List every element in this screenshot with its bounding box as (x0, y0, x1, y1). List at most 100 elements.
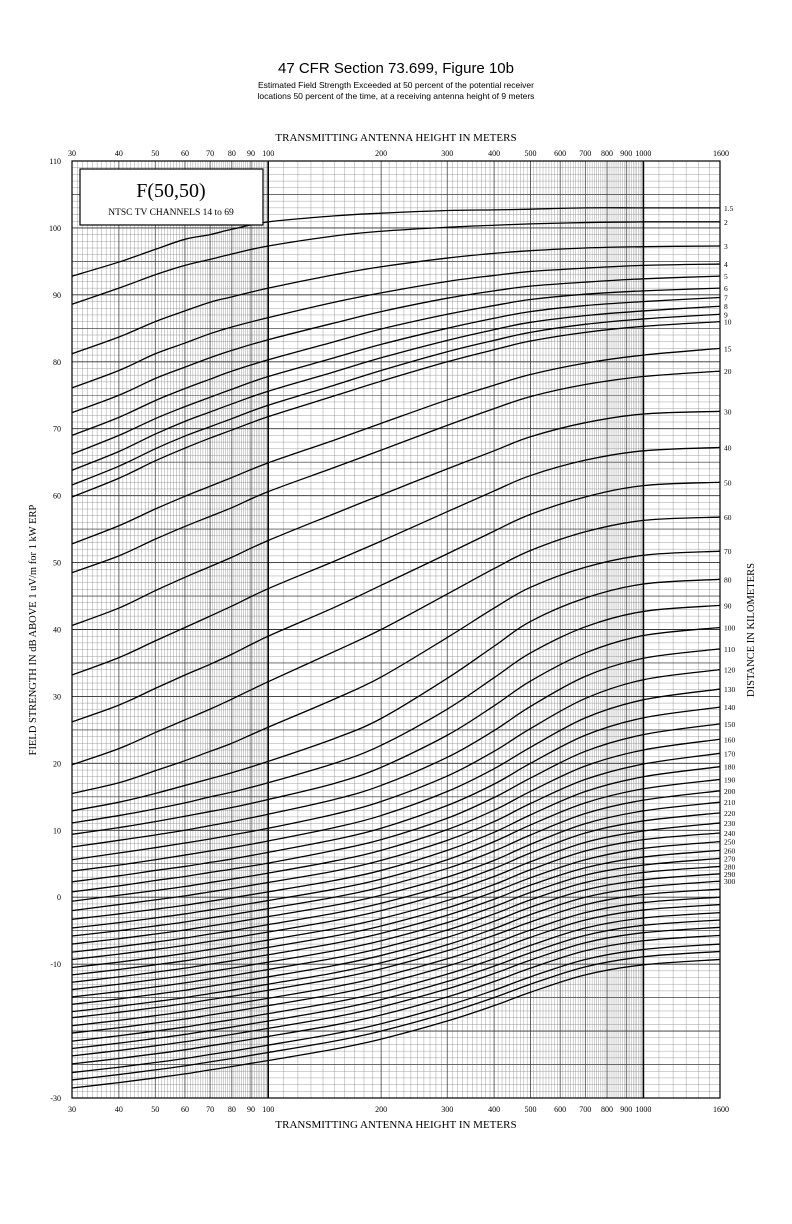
distance-label: 90 (724, 601, 732, 610)
x-tick-label-top: 100 (262, 149, 274, 158)
distance-curve (71, 865, 721, 998)
x-tick-label-top: 300 (441, 149, 453, 158)
distance-curve (71, 880, 721, 1013)
x-tick-label-bottom: 200 (375, 1105, 387, 1114)
x-tick-label-top: 30 (68, 149, 76, 158)
distance-label: 250 (724, 838, 736, 847)
distance-label: 70 (724, 547, 732, 556)
y-axis-title: FIELD STRENGTH IN dB ABOVE 1 uV/m for 1 … (28, 505, 39, 756)
distance-curve (71, 370, 721, 574)
distance-label: 10 (724, 318, 732, 327)
x-tick-label-bottom: 400 (488, 1105, 500, 1114)
subtitle-line-1: Estimated Field Strength Exceeded at 50 … (258, 80, 534, 90)
x-tick-label-bottom: 600 (554, 1105, 566, 1114)
distance-curve (71, 313, 721, 486)
distance-curve (71, 347, 721, 545)
distance-label: 240 (724, 829, 736, 838)
page-title: 47 CFR Section 73.699, Figure 10b (278, 60, 514, 77)
distance-curve (71, 950, 721, 1081)
x-tick-label-bottom: 500 (524, 1105, 536, 1114)
distance-curve (71, 263, 721, 389)
distance-label: 300 (724, 877, 736, 886)
distance-label: 290 (724, 870, 736, 879)
distance-curve (71, 245, 721, 355)
x-tick-label-bottom: 900 (620, 1105, 632, 1114)
distance-curve (71, 207, 720, 277)
distance-label: 2 (724, 218, 728, 227)
x-tick-label-top: 1000 (635, 149, 651, 158)
chart-title: F(50,50) (136, 180, 205, 202)
distance-label: 120 (724, 666, 736, 675)
x-tick-label-top: 600 (554, 149, 566, 158)
distance-label: 220 (724, 809, 736, 818)
right-axis-title: DISTANCE IN KILOMETERS (746, 563, 757, 697)
distance-curve (71, 287, 721, 437)
y-tick-label: 100 (49, 224, 61, 233)
y-tick-label: 60 (53, 492, 61, 501)
distance-curve (71, 841, 721, 976)
distance-label: 110 (724, 645, 735, 654)
x-axis-title-top: TRANSMITTING ANTENNA HEIGHT IN METERS (275, 132, 516, 144)
distance-curve (71, 926, 721, 1057)
distance-label: 270 (724, 854, 736, 863)
distance-label: 100 (724, 623, 736, 632)
distance-label: 1.5 (724, 204, 734, 213)
x-tick-label-bottom: 1000 (635, 1105, 651, 1114)
x-tick-label-top: 60 (181, 149, 189, 158)
distance-curve (71, 648, 721, 848)
distance-label: 9 (724, 310, 728, 319)
x-tick-label-top: 500 (524, 149, 536, 158)
distance-label: 190 (724, 775, 736, 784)
y-tick-label: 70 (53, 425, 61, 434)
x-tick-label-top: 700 (579, 149, 591, 158)
distance-label: 180 (724, 763, 736, 772)
chart-subtitle: NTSC TV CHANNELS 14 to 69 (108, 208, 234, 218)
distance-curve (71, 723, 721, 893)
x-tick-label-top: 900 (620, 149, 632, 158)
x-tick-label-bottom: 700 (579, 1105, 591, 1114)
distance-curve (71, 903, 721, 1034)
distance-label: 260 (724, 846, 736, 855)
distance-label: 80 (724, 575, 732, 584)
x-tick-label-top: 400 (488, 149, 500, 158)
x-tick-label-top: 50 (151, 149, 159, 158)
distance-curve (71, 578, 721, 812)
distance-curve (71, 752, 721, 912)
x-tick-label-bottom: 90 (247, 1105, 255, 1114)
distance-curve (71, 626, 721, 835)
distance-curve (71, 911, 721, 1042)
distance-curve (71, 516, 721, 766)
distance-curve (71, 221, 721, 305)
x-tick-label-top: 200 (375, 149, 387, 158)
x-tick-label-bottom: 60 (181, 1105, 189, 1114)
distance-curve (71, 896, 721, 1027)
y-tick-label: 30 (53, 692, 61, 701)
distance-label: 8 (724, 302, 728, 311)
distance-curve (71, 790, 721, 937)
distance-curve (71, 958, 721, 1089)
distance-curve (71, 832, 721, 969)
distance-label: 5 (724, 272, 728, 281)
y-tick-label: 40 (53, 626, 61, 635)
x-tick-label-top: 70 (206, 149, 214, 158)
distance-label: 200 (724, 787, 736, 796)
y-tick-label: 90 (53, 291, 61, 300)
distance-label: 130 (724, 685, 736, 694)
x-tick-label-bottom: 70 (206, 1105, 214, 1114)
distance-curve (71, 857, 721, 991)
distance-curve (71, 943, 721, 1074)
subtitle-line-2: locations 50 percent of the time, at a r… (257, 91, 535, 101)
x-tick-label-bottom: 800 (601, 1105, 613, 1114)
x-tick-label-top: 90 (247, 149, 255, 158)
distance-curve (71, 410, 721, 627)
y-tick-label: 0 (57, 893, 61, 902)
distance-curve (71, 296, 721, 455)
distance-curve (71, 604, 721, 824)
distance-curve (71, 550, 721, 795)
distance-label: 280 (724, 862, 736, 871)
distance-label: 15 (724, 344, 732, 353)
distance-curve (71, 812, 721, 953)
x-tick-label-bottom: 50 (151, 1105, 159, 1114)
x-tick-label-top: 800 (601, 149, 613, 158)
distance-label: 170 (724, 749, 736, 758)
